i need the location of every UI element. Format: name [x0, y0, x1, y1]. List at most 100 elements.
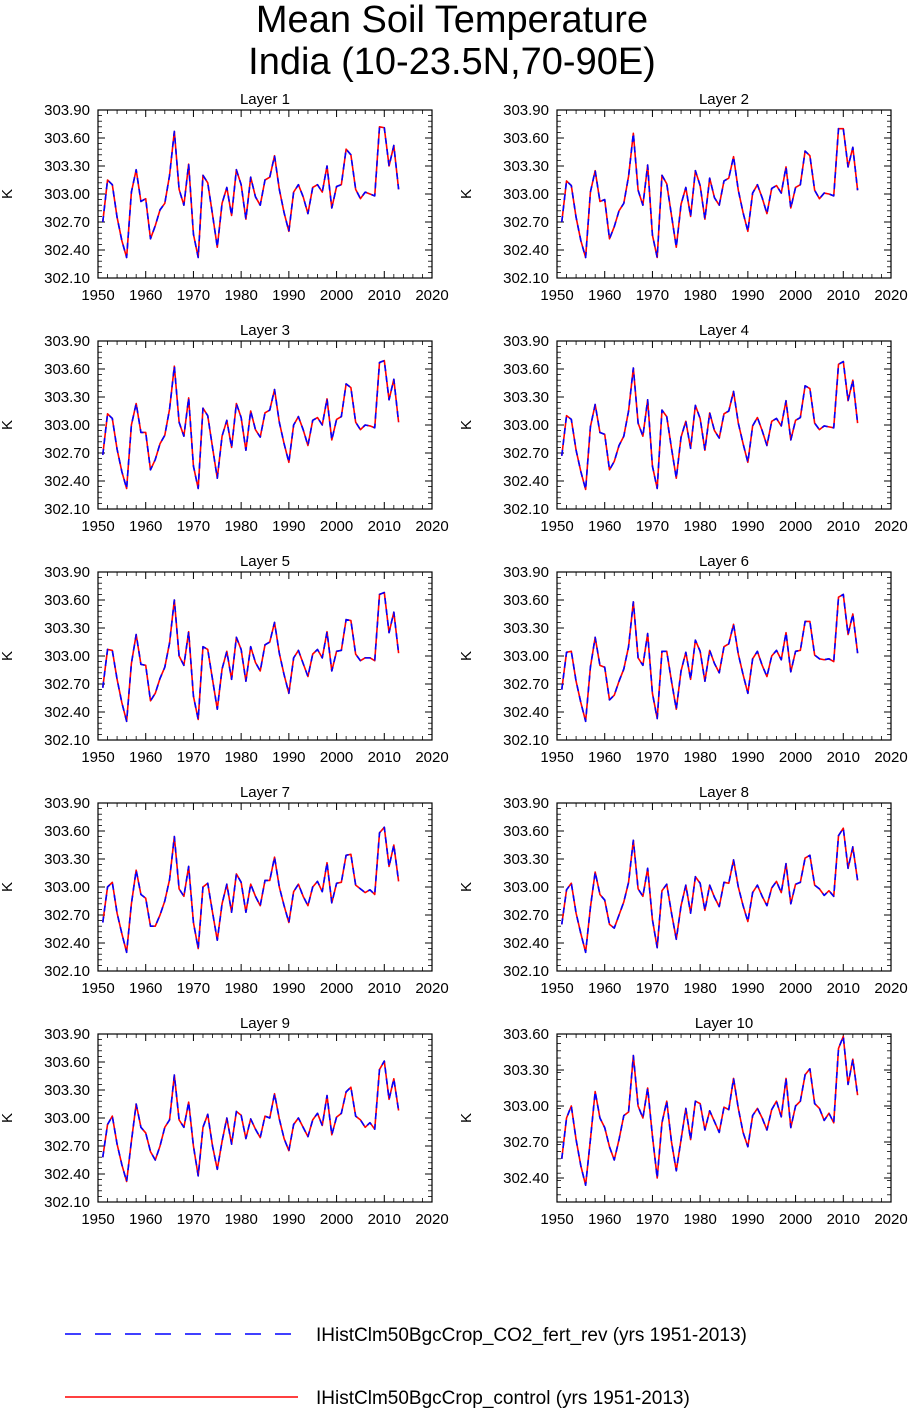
x-tick-label: 2020 — [874, 749, 907, 766]
y-tick-label: 303.00 — [503, 417, 549, 434]
series-line-control — [560, 827, 859, 954]
x-tick-label: 1970 — [177, 1211, 210, 1228]
series-line-control — [101, 1060, 400, 1183]
y-tick-label: 303.90 — [503, 333, 549, 350]
y-tick-label: 303.60 — [44, 130, 90, 147]
series-line-co2-fert-rev — [101, 1060, 400, 1183]
x-tick-label: 1950 — [81, 287, 114, 304]
panel-title: Layer 10 — [695, 1015, 753, 1032]
panel-frame — [556, 340, 892, 510]
panel-layer-8: Layer 8 K 1950 1960 1970 1980 1990 2000 2010 2020… — [458, 784, 908, 997]
y-axis-label: K — [458, 1113, 475, 1123]
x-tick-label: 2010 — [368, 980, 401, 997]
x-tick-label: 1990 — [731, 518, 764, 535]
x-tick-label: 2000 — [320, 1211, 353, 1228]
y-axis-label: K — [458, 882, 475, 892]
x-tick-label: 2000 — [779, 980, 812, 997]
series-line-co2-fert-rev — [560, 127, 859, 259]
panel-frame — [556, 109, 892, 279]
panel-frame — [556, 1033, 892, 1203]
y-tick-label: 302.40 — [44, 473, 90, 490]
x-tick-label: 1950 — [540, 980, 573, 997]
series-line-co2-fert-rev — [560, 360, 859, 491]
y-tick-label: 303.90 — [44, 564, 90, 581]
x-tick-label: 2020 — [415, 518, 448, 535]
x-tick-label: 1970 — [177, 287, 210, 304]
series-line-co2-fert-rev — [101, 591, 400, 723]
panel-layer-1: Layer 1 K 1950 1960 1970 1980 1990 2000 2010 2020… — [0, 91, 449, 304]
y-tick-label: 303.00 — [44, 186, 90, 203]
y-tick-label: 302.40 — [503, 473, 549, 490]
x-tick-label: 1960 — [129, 980, 162, 997]
y-tick-label: 303.90 — [44, 333, 90, 350]
series-line-control — [101, 591, 400, 723]
y-axis-label: K — [0, 1113, 16, 1123]
panel-layer-2: Layer 2 K 1950 1960 1970 1980 1990 2000 2010 2020… — [458, 91, 908, 304]
x-tick-label: 1980 — [683, 980, 716, 997]
x-tick-label: 1970 — [636, 980, 669, 997]
y-tick-label: 303.00 — [44, 1110, 90, 1127]
y-tick-label: 303.30 — [503, 1062, 549, 1079]
series-line-control — [560, 593, 859, 723]
figure-title-line1: Mean Soil Temperature — [256, 0, 648, 41]
panel-title: Layer 5 — [240, 553, 290, 570]
y-tick-label: 303.30 — [44, 620, 90, 637]
y-tick-label: 302.40 — [503, 704, 549, 721]
panel-title: Layer 4 — [699, 322, 749, 339]
y-axis-label: K — [0, 651, 16, 661]
panel-frame — [97, 802, 433, 972]
x-tick-label: 2020 — [415, 287, 448, 304]
x-tick-label: 1950 — [540, 749, 573, 766]
y-tick-label: 302.10 — [44, 963, 90, 980]
panel-layer-5: Layer 5 K 1950 1960 1970 1980 1990 2000 2010 2020… — [0, 553, 449, 766]
x-tick-label: 2020 — [874, 287, 907, 304]
y-tick-label: 303.60 — [503, 592, 549, 609]
legend-label-co2-fert-rev: IHistClm50BgcCrop_CO2_fert_rev (yrs 1951… — [316, 1325, 747, 1346]
y-tick-label: 302.40 — [503, 242, 549, 259]
panel-title: Layer 6 — [699, 553, 749, 570]
panel-title: Layer 1 — [240, 91, 290, 108]
x-tick-label: 1980 — [224, 518, 257, 535]
x-tick-label: 2000 — [320, 518, 353, 535]
y-tick-label: 303.30 — [503, 851, 549, 868]
y-tick-label: 303.60 — [503, 361, 549, 378]
x-tick-label: 1960 — [129, 749, 162, 766]
x-tick-label: 1980 — [683, 1211, 716, 1228]
x-tick-label: 1950 — [81, 1211, 114, 1228]
panel-title: Layer 7 — [240, 784, 290, 801]
panel-frame — [97, 340, 433, 510]
y-tick-label: 302.10 — [44, 270, 90, 287]
y-tick-label: 303.30 — [503, 620, 549, 637]
panel-title: Layer 8 — [699, 784, 749, 801]
x-tick-label: 1960 — [588, 287, 621, 304]
panel-layer-4: Layer 4 K 1950 1960 1970 1980 1990 2000 2010 2020… — [458, 322, 908, 535]
series-line-co2-fert-rev — [101, 826, 400, 954]
series-line-co2-fert-rev — [560, 827, 859, 954]
x-tick-label: 1950 — [81, 749, 114, 766]
x-tick-label: 1990 — [731, 287, 764, 304]
y-tick-label: 302.40 — [503, 935, 549, 952]
series-line-control — [101, 826, 400, 954]
y-axis-label: K — [458, 420, 475, 430]
x-tick-label: 1980 — [683, 749, 716, 766]
y-tick-label: 303.30 — [44, 389, 90, 406]
y-tick-label: 303.30 — [503, 389, 549, 406]
panel-layer-10: Layer 10 K 1950 1960 1970 1980 1990 2000 2010 202… — [458, 1015, 908, 1228]
x-tick-label: 2020 — [874, 518, 907, 535]
x-tick-label: 1960 — [588, 1211, 621, 1228]
x-tick-label: 1960 — [129, 1211, 162, 1228]
x-tick-label: 1960 — [129, 287, 162, 304]
y-tick-label: 303.30 — [503, 158, 549, 175]
x-tick-label: 1950 — [540, 287, 573, 304]
x-tick-label: 2010 — [827, 518, 860, 535]
series-line-co2-fert-rev — [101, 359, 400, 490]
y-tick-label: 302.10 — [44, 1194, 90, 1211]
x-tick-label: 2000 — [320, 287, 353, 304]
y-tick-label: 303.60 — [44, 823, 90, 840]
x-tick-label: 2010 — [827, 749, 860, 766]
x-tick-label: 2010 — [368, 287, 401, 304]
legend-label-control: IHistClm50BgcCrop_control (yrs 1951-2013… — [316, 1388, 690, 1409]
x-tick-label: 1960 — [588, 980, 621, 997]
y-tick-label: 302.70 — [503, 1134, 549, 1151]
